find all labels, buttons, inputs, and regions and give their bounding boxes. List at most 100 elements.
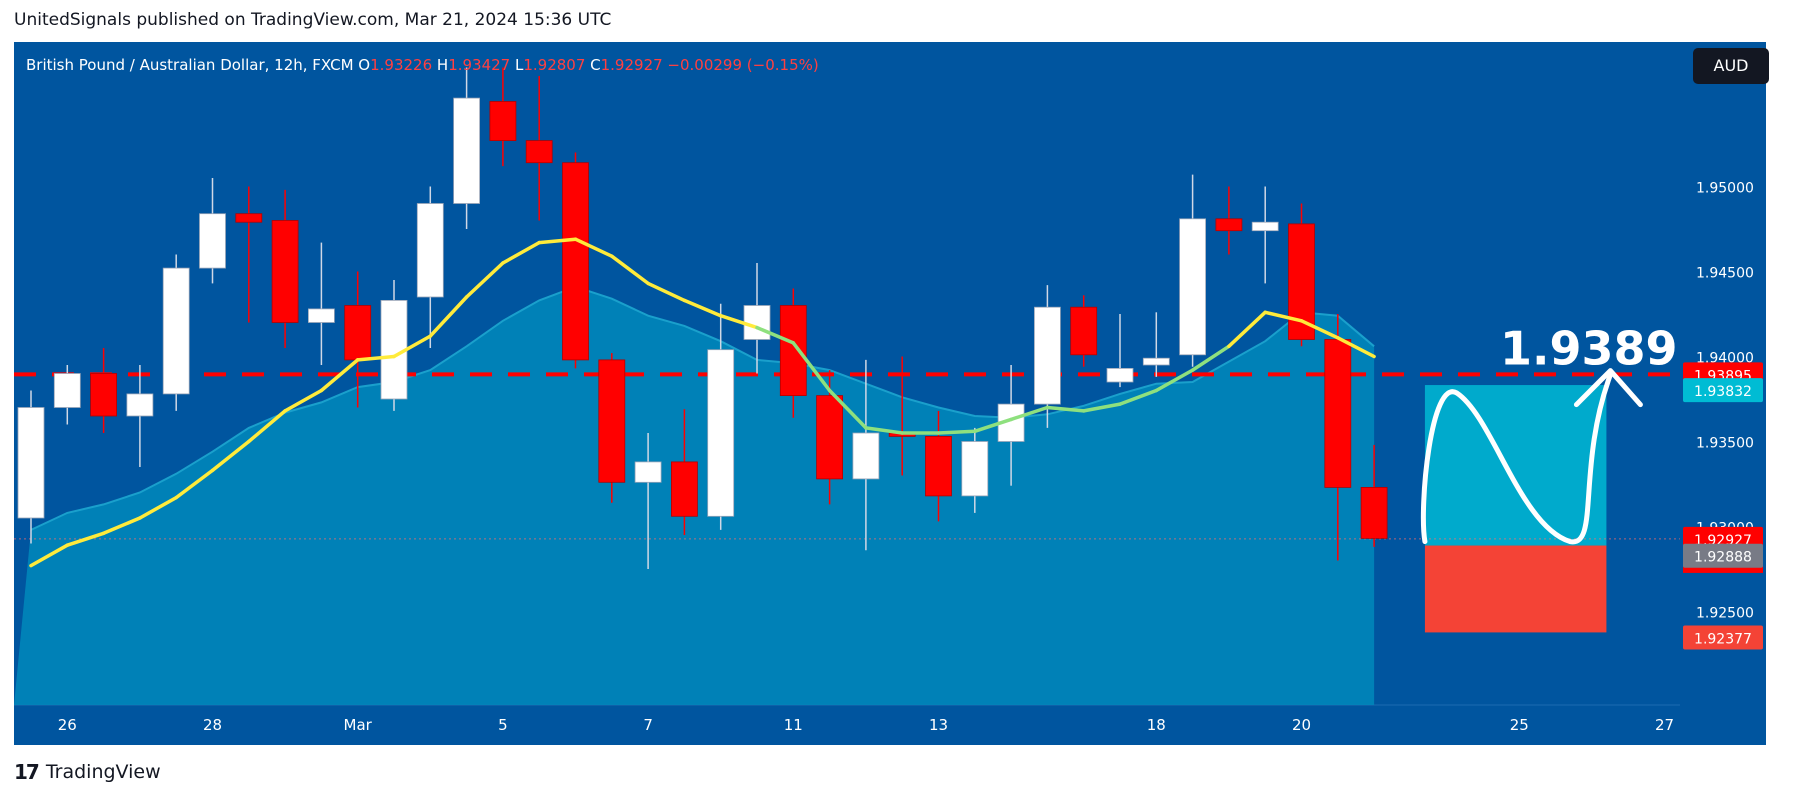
- candle: [271, 189, 299, 348]
- candle-body: [162, 267, 190, 395]
- candle-body: [707, 349, 735, 517]
- candle: [1070, 295, 1098, 367]
- ma-fast-segment: [247, 409, 287, 444]
- candle-body: [271, 220, 299, 323]
- ma-fast-segment: [1263, 310, 1304, 323]
- ma-fast-segment: [1118, 388, 1159, 406]
- x-tick-label: 27: [1655, 716, 1674, 734]
- ma-fast-segment: [1009, 405, 1050, 422]
- publish-header: UnitedSignals published on TradingView.c…: [14, 10, 612, 30]
- ma-fast-segment: [101, 516, 142, 536]
- candle-body: [235, 213, 263, 223]
- ma-fast-segment: [864, 426, 904, 435]
- candle-body: [598, 359, 626, 483]
- legend-o-value: 1.93226: [370, 56, 437, 74]
- ma-fast-segment: [210, 439, 251, 473]
- price-chart[interactable]: 1.9389 British Pound / Australian Dollar,…: [0, 0, 1793, 760]
- candle: [307, 242, 335, 365]
- candle-body: [1215, 218, 1243, 232]
- legend-o-label: O: [358, 56, 370, 74]
- candle-body: [344, 305, 372, 361]
- candle-body: [525, 140, 553, 164]
- candle: [598, 353, 626, 503]
- legend-h-value: 1.93427: [448, 56, 515, 74]
- stop-price-label: 1.92377: [1694, 632, 1752, 648]
- ma-fast-segment: [646, 281, 687, 303]
- tradingview-brand: TradingView: [45, 761, 161, 783]
- candle-body: [562, 162, 589, 361]
- candle-body: [17, 407, 45, 519]
- ma-fast-segment: [1081, 402, 1122, 413]
- ma-fast-segment: [682, 298, 723, 318]
- y-tick-label: 1.93500: [1696, 436, 1754, 452]
- candle: [1360, 444, 1388, 547]
- ma-fast-segment: [791, 341, 832, 393]
- candle-body: [1360, 486, 1388, 539]
- candle: [453, 67, 481, 229]
- x-tick-label: 26: [58, 716, 77, 734]
- candle: [743, 263, 771, 374]
- candle: [344, 271, 372, 408]
- candle-body: [852, 432, 880, 480]
- ma-fast-segment: [319, 358, 360, 393]
- candle: [1324, 314, 1352, 561]
- candle: [1034, 285, 1061, 428]
- candle-body: [961, 441, 989, 497]
- candle: [1215, 186, 1243, 255]
- stop-zone: [1424, 545, 1607, 633]
- tradingview-logo-icon: 17: [14, 760, 40, 784]
- candle-body: [126, 393, 154, 417]
- ma-fast-segment: [1154, 368, 1195, 393]
- x-tick-label: 7: [643, 716, 653, 734]
- projection-arrow-head: [1573, 368, 1643, 408]
- ma-fast-segment: [1299, 319, 1340, 340]
- candle-body: [1106, 367, 1134, 383]
- candle-body: [416, 203, 444, 298]
- candle-body: [743, 305, 771, 340]
- ma-fast-segment: [718, 313, 759, 330]
- legend-change: −0.00299 (−0.15%): [667, 56, 818, 74]
- legend-symbol: British Pound / Australian Dollar, 12h, …: [26, 56, 358, 74]
- candle-body: [671, 461, 698, 517]
- candle: [1106, 314, 1134, 388]
- x-tick-label: 20: [1292, 716, 1311, 734]
- ma-fast-segment: [355, 354, 396, 362]
- ma-fast-segment: [827, 388, 868, 430]
- x-tick-label: 28: [203, 716, 222, 734]
- x-tick-label: 11: [784, 716, 803, 734]
- ma-fast-segment: [610, 254, 650, 286]
- candle-body: [307, 308, 335, 323]
- ma-fast-segment: [1227, 310, 1267, 349]
- candle-body: [1251, 221, 1279, 232]
- candle: [126, 365, 154, 467]
- legend-c-value: 1.92927: [601, 56, 668, 74]
- candle-body: [199, 213, 226, 269]
- candle-body: [634, 461, 662, 483]
- candle-body: [816, 395, 843, 480]
- currency-button[interactable]: AUD: [1693, 48, 1769, 84]
- candle: [90, 348, 117, 433]
- candle-body: [1179, 218, 1206, 356]
- candle-body: [1324, 339, 1352, 488]
- candle: [925, 410, 952, 522]
- entry-price-label-bg: [1683, 543, 1763, 568]
- candle: [489, 67, 517, 167]
- ma-fast-segment: [138, 495, 178, 520]
- ma-fast-segment: [428, 295, 469, 338]
- candle-body: [90, 373, 117, 417]
- entry-price-label: 1.92888: [1694, 550, 1752, 566]
- stop-price-label-bg: [1683, 625, 1763, 650]
- candle: [1251, 186, 1279, 284]
- x-tick-label: 13: [929, 716, 948, 734]
- ma-fast-segment: [464, 261, 505, 299]
- candle: [852, 359, 880, 551]
- target-price-label-bg: [1683, 378, 1763, 403]
- candle-body: [1034, 306, 1061, 405]
- legend-l-label: L: [515, 56, 524, 74]
- ma-fast-segment: [1336, 336, 1376, 359]
- candle-body: [1142, 357, 1170, 366]
- ma-fast-segment: [1045, 405, 1086, 413]
- ma-fast-segment: [1190, 344, 1231, 372]
- legend-l-value: 1.92807: [523, 56, 590, 74]
- x-tick-label: 18: [1147, 716, 1166, 734]
